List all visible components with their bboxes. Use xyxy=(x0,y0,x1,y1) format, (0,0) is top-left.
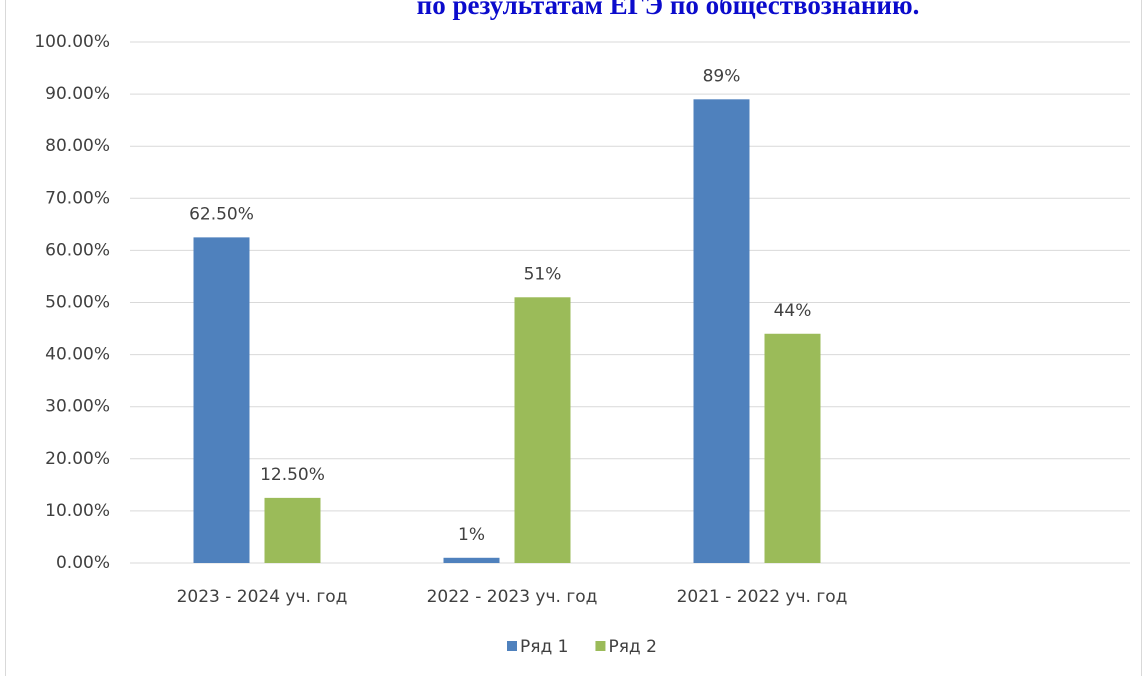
bar xyxy=(193,237,250,563)
y-tick-label: 20.00% xyxy=(45,449,110,469)
bar xyxy=(443,557,500,563)
x-tick-label: 2022 - 2023 уч. год xyxy=(427,587,598,607)
chart-title: по результатам ЕГЭ по обществознанию. xyxy=(417,0,920,20)
y-tick-label: 50.00% xyxy=(45,293,110,313)
y-tick-label: 70.00% xyxy=(45,188,110,208)
x-tick-label: 2023 - 2024 уч. год xyxy=(177,587,348,607)
legend-swatch xyxy=(507,641,517,651)
bar xyxy=(764,333,821,563)
chart-frame xyxy=(5,0,1142,676)
bar xyxy=(693,99,750,563)
data-label: 44% xyxy=(774,301,812,321)
data-label: 51% xyxy=(524,264,562,284)
y-tick-label: 60.00% xyxy=(45,240,110,260)
legend-label: Ряд 1 xyxy=(520,637,568,657)
data-label: 1% xyxy=(458,525,485,545)
y-tick-label: 90.00% xyxy=(45,84,110,104)
x-tick-label: 2021 - 2022 уч. год xyxy=(677,587,848,607)
y-tick-label: 30.00% xyxy=(45,397,110,417)
y-tick-label: 10.00% xyxy=(45,501,110,521)
data-label: 89% xyxy=(703,66,741,86)
data-label: 12.50% xyxy=(260,465,325,485)
bar xyxy=(264,497,321,563)
data-label: 62.50% xyxy=(189,204,254,224)
y-tick-label: 0.00% xyxy=(56,553,110,573)
legend-swatch xyxy=(595,641,606,651)
y-tick-label: 100.00% xyxy=(34,32,110,52)
bar xyxy=(514,297,571,563)
legend-label: Ряд 2 xyxy=(608,637,656,657)
y-tick-label: 80.00% xyxy=(45,136,110,156)
y-tick-label: 40.00% xyxy=(45,345,110,365)
